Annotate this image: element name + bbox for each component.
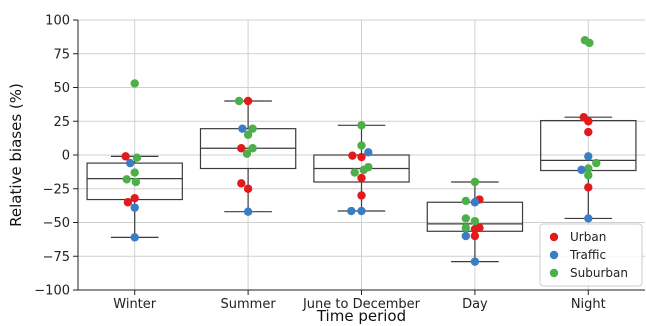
y-tick-label: −75 xyxy=(43,250,70,265)
x-tick-label: Summer xyxy=(221,297,277,312)
data-point-urban xyxy=(584,183,593,192)
data-point-urban xyxy=(237,179,246,188)
data-point-traffic xyxy=(238,124,247,133)
data-point-suburban xyxy=(131,177,141,187)
data-point-traffic xyxy=(130,233,139,242)
data-point-traffic xyxy=(125,158,135,168)
data-point-suburban xyxy=(122,175,131,184)
data-point-suburban xyxy=(461,196,471,206)
data-point-suburban xyxy=(242,149,252,158)
data-point-suburban xyxy=(357,121,366,130)
x-tick-label: June to December xyxy=(302,297,421,312)
legend-box xyxy=(539,223,643,287)
data-point-traffic xyxy=(584,152,593,161)
data-point-suburban xyxy=(461,214,471,223)
legend-label-suburban: Suburban xyxy=(570,266,628,280)
y-tick-label: 75 xyxy=(53,47,70,62)
y-tick-label: −25 xyxy=(43,182,70,197)
legend-marker-traffic xyxy=(549,250,559,260)
data-point-urban xyxy=(357,152,366,162)
data-point-suburban xyxy=(461,223,471,233)
x-tick-label: Winter xyxy=(113,297,157,312)
data-point-suburban xyxy=(359,165,368,175)
data-point-suburban xyxy=(470,177,480,187)
data-point-traffic xyxy=(577,165,586,175)
data-point-suburban xyxy=(248,144,257,153)
y-tick-label: −50 xyxy=(43,216,70,231)
data-point-suburban xyxy=(584,164,593,173)
data-point-traffic xyxy=(470,257,480,266)
data-point-suburban xyxy=(357,141,366,150)
data-point-suburban xyxy=(132,153,142,162)
data-point-traffic xyxy=(470,198,480,207)
legend-marker-urban xyxy=(549,232,559,242)
data-point-suburban xyxy=(234,96,244,106)
data-point-suburban xyxy=(248,124,257,133)
y-tick-label: 25 xyxy=(53,115,70,130)
data-point-suburban xyxy=(592,158,601,168)
data-point-suburban xyxy=(350,168,359,177)
y-tick-label: 0 xyxy=(62,149,70,164)
data-point-urban xyxy=(470,225,480,234)
data-point-urban xyxy=(470,231,480,241)
data-point-traffic xyxy=(243,207,253,216)
data-point-urban xyxy=(237,144,246,153)
data-point-urban xyxy=(121,152,130,161)
x-tick-label: Day xyxy=(462,297,488,312)
data-point-urban xyxy=(123,198,133,207)
x-axis-label: Time period xyxy=(316,307,406,325)
data-point-suburban xyxy=(243,130,253,139)
y-tick-label: −100 xyxy=(34,284,70,299)
data-point-traffic xyxy=(584,214,593,223)
data-point-suburban xyxy=(470,216,480,226)
y-axis-label: Relative biases (%) xyxy=(7,83,25,227)
data-point-suburban xyxy=(585,38,594,48)
data-point-traffic xyxy=(461,231,471,241)
legend: Urban Traffic Suburban xyxy=(539,223,643,287)
legend-label-traffic: Traffic xyxy=(569,248,606,262)
data-point-traffic xyxy=(357,206,366,216)
data-point-urban xyxy=(357,173,366,183)
legend-marker-suburban xyxy=(549,268,559,278)
data-point-urban xyxy=(243,96,253,106)
legend-label-urban: Urban xyxy=(570,230,606,244)
data-point-suburban xyxy=(130,168,139,177)
data-point-traffic xyxy=(347,206,356,216)
axes: −100 −75 −50 −25 0 25 50 75 100 Winter Summer June … xyxy=(34,14,645,312)
x-tick-label: Night xyxy=(571,297,606,312)
points xyxy=(121,36,601,266)
data-point-traffic xyxy=(130,203,139,212)
data-point-urban xyxy=(357,191,366,200)
data-point-urban xyxy=(348,151,357,160)
y-tick-label: 50 xyxy=(53,81,70,96)
data-point-urban xyxy=(584,127,593,137)
data-point-urban xyxy=(130,194,139,203)
data-point-suburban xyxy=(130,79,139,88)
data-point-urban xyxy=(243,184,253,193)
y-tick-label: 100 xyxy=(45,14,70,29)
data-point-traffic xyxy=(364,148,373,157)
data-point-suburban xyxy=(584,171,593,180)
data-point-urban xyxy=(584,117,593,126)
